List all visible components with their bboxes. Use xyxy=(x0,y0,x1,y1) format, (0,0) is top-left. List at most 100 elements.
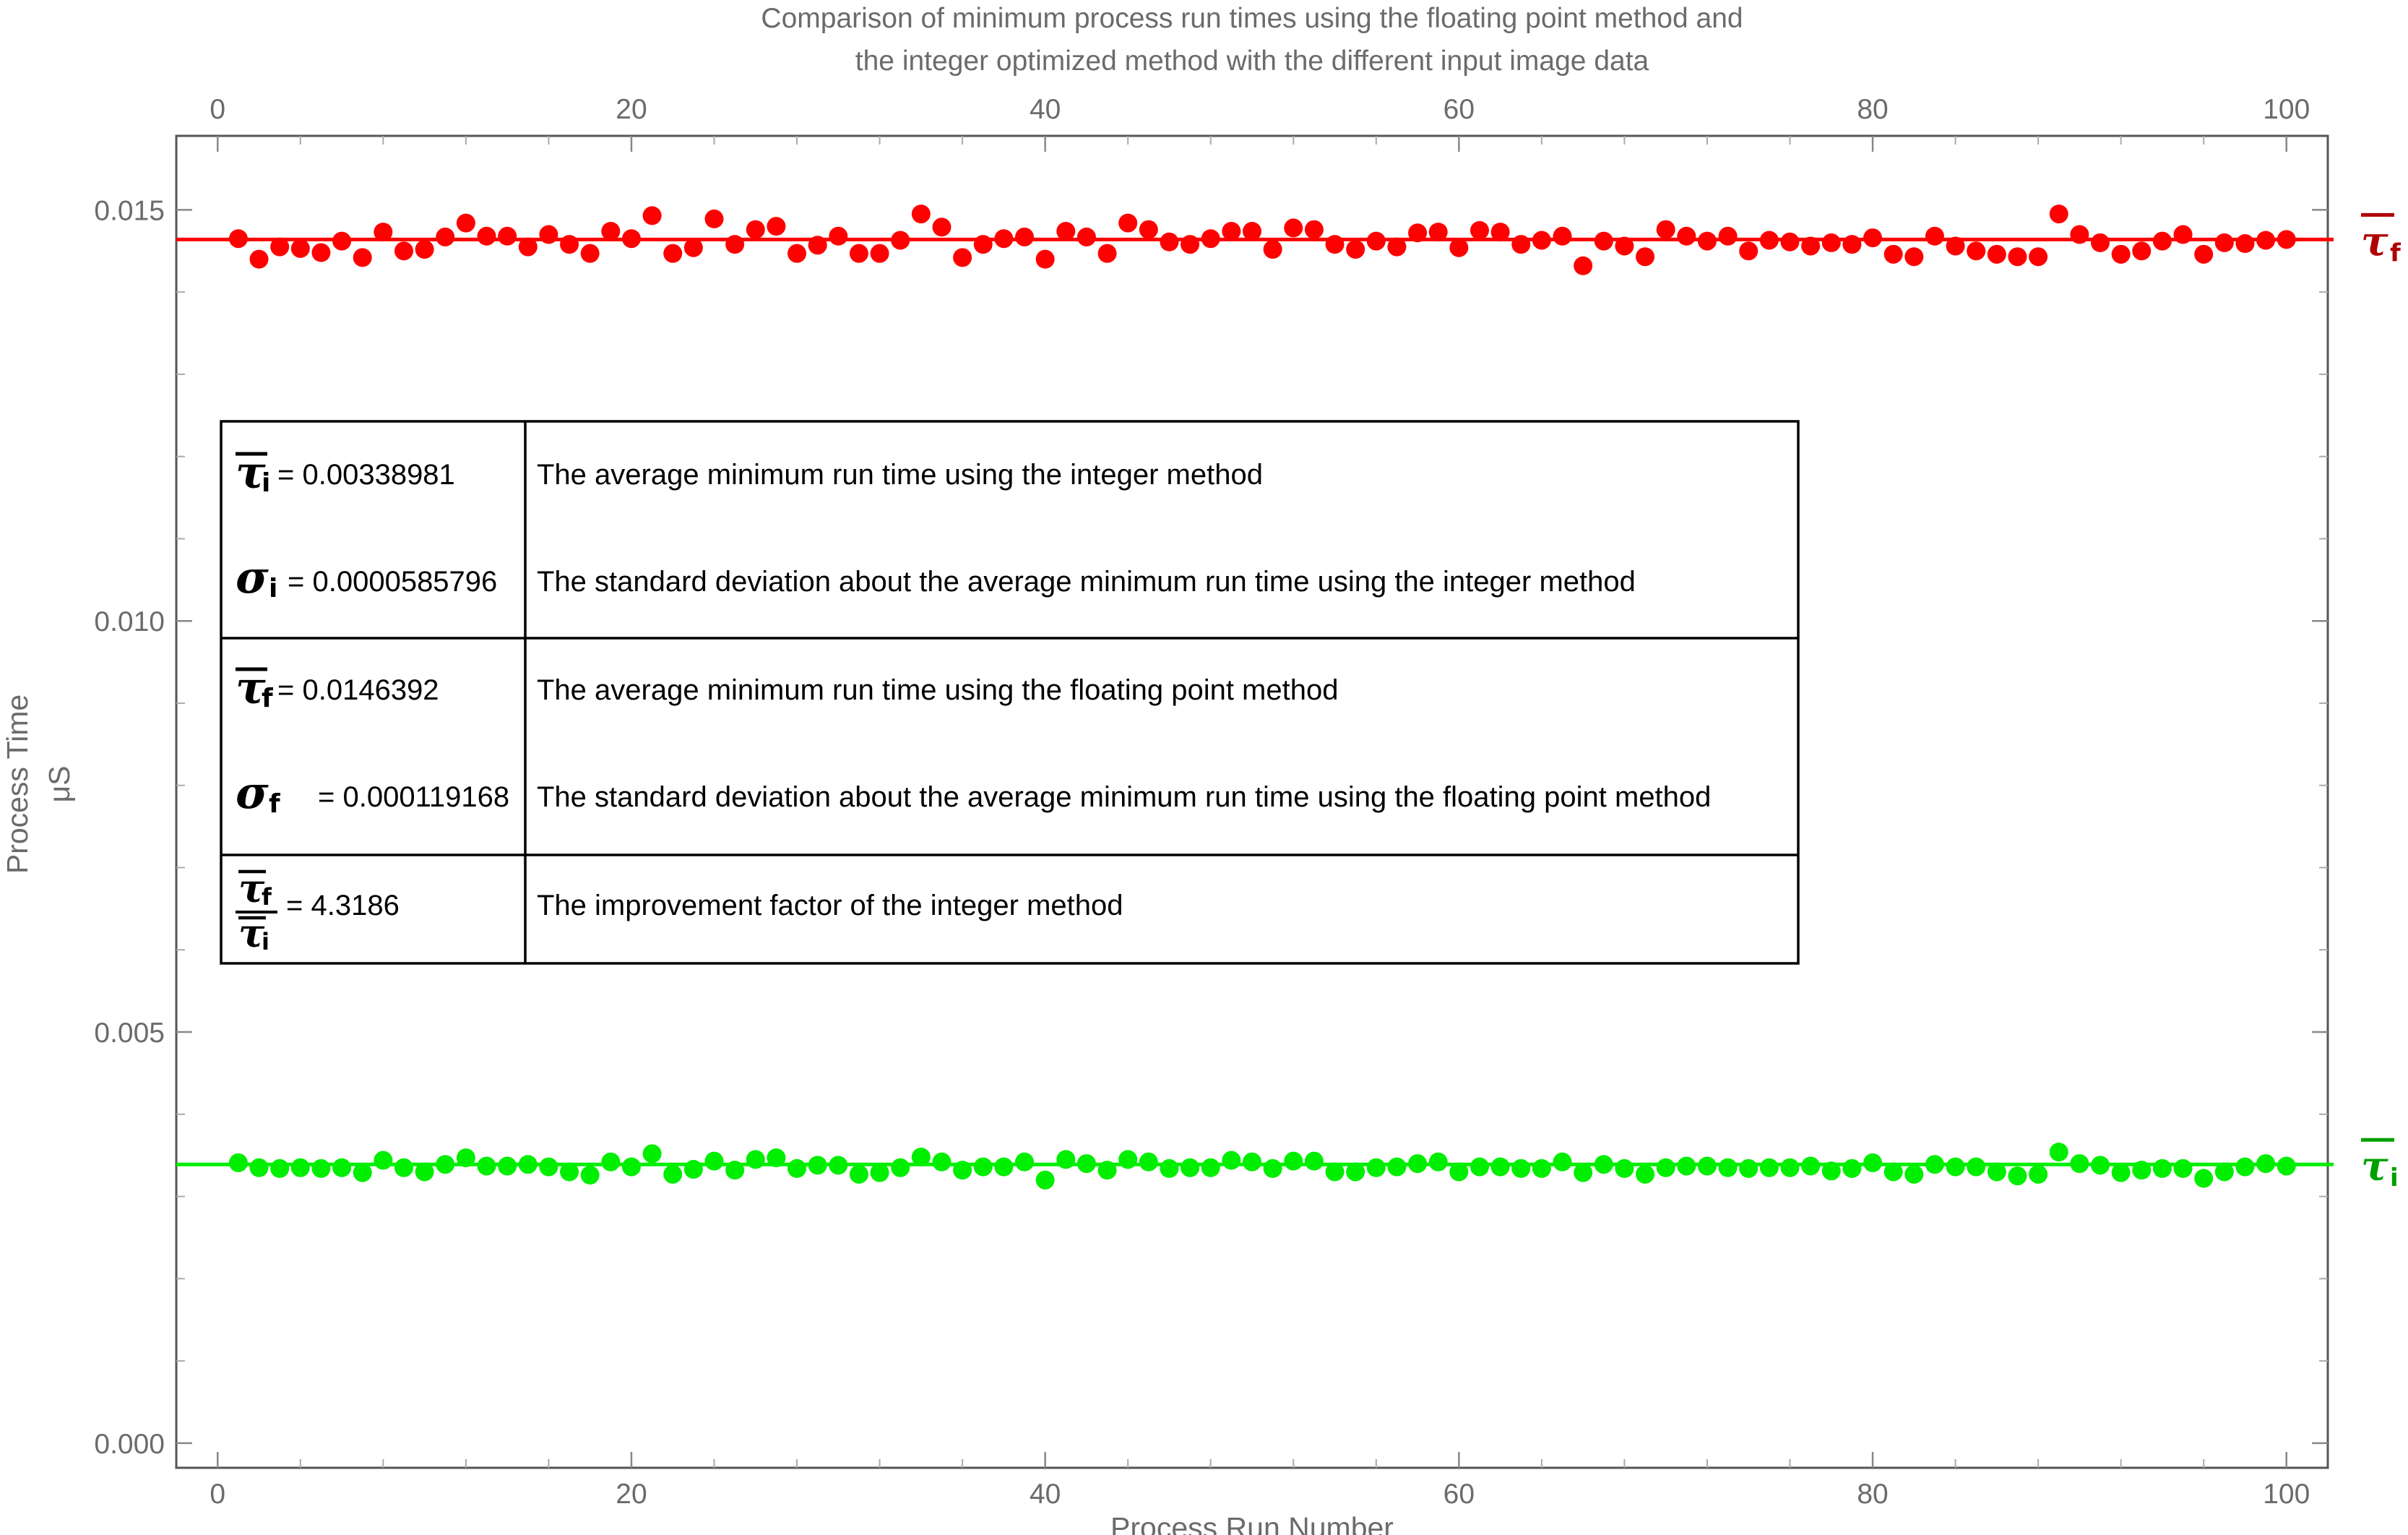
x-tick-labels-top: 0 20 40 60 80 100 xyxy=(210,94,2310,125)
data-point xyxy=(1428,1152,1448,1171)
data-point xyxy=(2277,1156,2296,1176)
plot-frame xyxy=(175,134,2329,1469)
data-point xyxy=(2111,1163,2131,1182)
data-point xyxy=(1656,220,1675,239)
data-point xyxy=(1594,1155,1613,1174)
data-point xyxy=(1284,218,1303,238)
data-point xyxy=(1863,228,1883,248)
data-point xyxy=(1160,232,1179,251)
data-point xyxy=(1677,1156,1696,1176)
x-tick-labels-bottom: 0 20 40 60 80 100 xyxy=(210,1479,2310,1510)
data-point xyxy=(2091,233,2110,252)
data-point xyxy=(1574,256,1593,275)
data-point xyxy=(1325,1162,1345,1182)
legend-table: τ i = 0.00338981 The average minimum run… xyxy=(220,420,1800,965)
data-point xyxy=(1925,226,1944,246)
data-point xyxy=(580,244,600,263)
data-point xyxy=(1636,1164,1655,1184)
data-point xyxy=(1325,235,1345,254)
data-point xyxy=(1967,1157,1986,1177)
data-point xyxy=(1883,1162,1903,1182)
legend-symbol-sigma-i: σ xyxy=(236,551,269,603)
data-point xyxy=(2235,1157,2255,1177)
data-point xyxy=(311,243,331,262)
data-point xyxy=(1263,1158,1282,1178)
data-point xyxy=(1615,236,1634,256)
data-point xyxy=(663,1164,683,1184)
y-tick-label: 0.005 xyxy=(94,1018,165,1049)
data-point xyxy=(1470,220,1489,240)
data-point xyxy=(1532,1158,1551,1178)
data-point xyxy=(1304,1151,1324,1171)
legend-desc-std-integer: The standard deviation about the average… xyxy=(537,566,1636,598)
data-point xyxy=(994,1157,1014,1177)
data-point xyxy=(829,226,848,246)
data-point xyxy=(1553,226,1572,246)
data-point xyxy=(436,227,455,246)
data-point xyxy=(518,237,538,257)
data-point xyxy=(270,1158,290,1178)
data-point xyxy=(1946,1157,1965,1177)
data-point xyxy=(1243,1152,1261,1171)
data-point xyxy=(1904,1164,1924,1184)
data-point xyxy=(539,225,558,244)
y-tick-labels: 0.000 0.005 0.010 0.015 xyxy=(94,195,165,1459)
data-point xyxy=(1056,1150,1076,1169)
legend-value-avg-integer: = 0.00338981 xyxy=(277,459,455,491)
y-axis-label-line-2: μS xyxy=(43,766,76,803)
legend-box xyxy=(220,420,1800,965)
y-tick-label: 0.015 xyxy=(94,195,165,226)
data-point xyxy=(1636,247,1655,267)
data-point xyxy=(1035,249,1055,269)
data-point xyxy=(1118,1150,1138,1169)
x-tick-label-top: 40 xyxy=(1030,94,1061,125)
data-point xyxy=(870,1163,889,1182)
data-point xyxy=(1015,1152,1035,1171)
data-point xyxy=(498,226,517,246)
legend-value-std-float: = 0.000119168 xyxy=(318,781,509,813)
legend-value-improvement: = 4.3186 xyxy=(286,890,400,921)
x-tick-label-top: 100 xyxy=(2263,94,2310,125)
data-point xyxy=(683,238,703,257)
chart-title-line-1: Comparison of minimum process run times … xyxy=(761,3,1743,34)
data-point xyxy=(1946,236,1965,256)
data-point xyxy=(932,1152,951,1171)
data-point xyxy=(767,217,786,236)
data-point xyxy=(1201,229,1220,249)
data-point xyxy=(808,236,827,255)
legend-desc-avg-float: The average minimum run time using the f… xyxy=(537,674,1338,706)
data-point xyxy=(1263,239,1282,259)
data-point xyxy=(808,1156,827,1175)
data-point xyxy=(2256,1154,2276,1174)
data-point xyxy=(1967,241,1986,261)
legend-symbol-sigma-f: σ xyxy=(236,766,269,819)
legend-ratio-numerator-sub: f xyxy=(262,883,272,911)
x-tick-label: 40 xyxy=(1030,1479,1061,1510)
mean-label-subscript: i xyxy=(2390,1164,2399,1192)
x-axis-label: Process Run Number xyxy=(1110,1511,1394,1535)
data-point xyxy=(415,239,434,259)
mean-label-subscript: f xyxy=(2390,238,2401,267)
data-point xyxy=(621,1157,641,1177)
axis-ticks xyxy=(176,136,2328,1468)
data-point xyxy=(436,1155,455,1174)
data-point xyxy=(891,231,910,250)
x-tick-label: 60 xyxy=(1443,1479,1475,1510)
data-point xyxy=(2091,1156,2110,1175)
data-point xyxy=(270,237,290,257)
data-point xyxy=(953,248,972,267)
data-point xyxy=(2029,247,2048,267)
data-point xyxy=(704,1151,724,1171)
data-point xyxy=(1677,226,1696,246)
data-point xyxy=(1490,223,1510,242)
data-point xyxy=(1222,221,1241,241)
data-point xyxy=(518,1155,538,1174)
data-point xyxy=(911,205,931,224)
data-point xyxy=(1718,1158,1738,1177)
data-point xyxy=(1346,239,1365,259)
data-point xyxy=(2235,234,2255,254)
data-point xyxy=(456,213,475,233)
data-point xyxy=(973,235,993,254)
x-tick-label-top: 80 xyxy=(1857,94,1888,125)
